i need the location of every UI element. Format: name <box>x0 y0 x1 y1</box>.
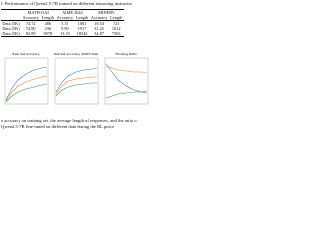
table-row: Data (5K) 74.80 436 5.80 1917 31.25 1012 <box>1 26 124 31</box>
curve <box>55 82 97 97</box>
group-name: AIME 2024 <box>55 9 90 15</box>
panel-title: Thinking Ratio <box>114 52 137 56</box>
curve <box>5 83 48 103</box>
table-cell: 74.72 <box>25 21 36 26</box>
subheader-cell: Accuracy <box>21 15 41 21</box>
row-label: Data (5K) <box>2 26 20 31</box>
plot-frame <box>4 57 49 105</box>
subheader-cell: Length <box>108 15 124 21</box>
table-caption: l: Performance of Qwen2.5-7B trained on … <box>1 1 132 6</box>
plot-frame <box>54 57 99 105</box>
panel: Thinking Ratio <box>104 52 149 105</box>
row-label: Data (5K) <box>1 31 22 37</box>
table-cell: 9078 <box>40 31 56 37</box>
table-cell: 18542 <box>74 31 90 37</box>
corner <box>1 9 22 15</box>
table-cell: 19.54 <box>94 21 104 26</box>
panel: Train Set Accuracy <box>4 52 49 105</box>
table-cell: 721 <box>113 21 120 26</box>
panel-title: Train Set Accuracy <box>11 52 40 56</box>
subheader-cell: Length <box>40 15 56 21</box>
group-name: MATH-OAI <box>21 9 56 15</box>
curve <box>5 75 48 102</box>
subheader-cell: Accuracy <box>55 15 75 21</box>
results-table: MATH-OAI AIME 2024 MINERV Accuracy Length… <box>1 9 124 37</box>
table-cell: 74.80 <box>25 26 36 31</box>
figure-caption: e accuracy on training set, the average … <box>1 118 137 123</box>
table-cell: 1917 <box>77 26 87 31</box>
plot-frame <box>104 57 149 105</box>
table-body: Data (5K) 74.72 486 5.31 1081 19.54 721 Data (5… <box>1 21 124 37</box>
table-row: Data (5K) 82.89 9078 13.33 18542 34.87 7563 <box>1 31 124 37</box>
table-cell: 13.33 <box>55 31 75 37</box>
group-header: MATH-OAI AIME 2024 MINERV <box>1 9 124 15</box>
curve <box>105 90 148 99</box>
curve <box>55 76 97 95</box>
subheader-cell: Length <box>74 15 90 21</box>
subheader: Accuracy Length Accuracy Length Accuracy Leng… <box>1 15 124 21</box>
table-cell: 82.89 <box>21 31 41 37</box>
panel-title: Test Set Accuracy (MATH-OAI) <box>53 52 99 56</box>
table-cell: 5.80 <box>61 26 69 31</box>
figure: Train Set Accuracy Test Set Accuracy (MA… <box>4 52 149 105</box>
figure-caption: Qwen2.5-7B fine-tuned on different data … <box>1 124 115 129</box>
corner <box>1 15 22 21</box>
table-cell: 436 <box>44 26 52 31</box>
table-cell: 1012 <box>111 26 121 31</box>
table-cell: 31.25 <box>94 26 104 31</box>
curve <box>55 67 98 93</box>
subheader-cell: Accuracy <box>89 15 109 21</box>
page: l: Performance of Qwen2.5-7B trained on … <box>0 0 150 150</box>
table-cell: 1081 <box>77 21 87 26</box>
curve <box>5 66 48 101</box>
row-label: Data (5K) <box>2 21 20 26</box>
curve <box>105 65 148 74</box>
table-cell: 34.87 <box>89 31 109 37</box>
group-name: MINERV <box>89 9 124 15</box>
panel: Test Set Accuracy (MATH-OAI) <box>53 52 99 105</box>
table-cell: 486 <box>44 21 52 26</box>
table-cell: 7563 <box>108 31 124 37</box>
table-cell: 5.31 <box>61 21 69 26</box>
table-row: Data (5K) 74.72 486 5.31 1081 19.54 721 <box>1 21 124 27</box>
